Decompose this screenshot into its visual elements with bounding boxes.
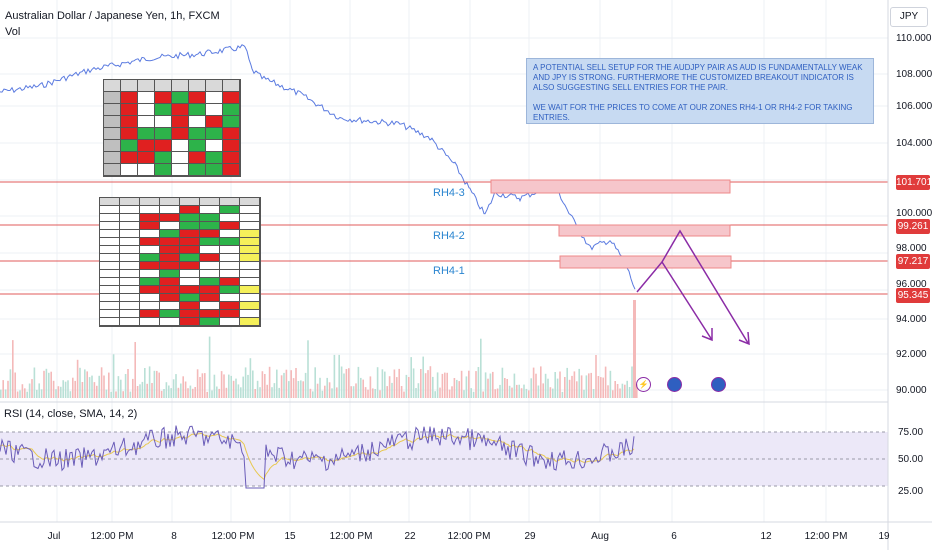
rsi-axis-tick: 25.00: [898, 486, 923, 497]
price-tag-97217: 97.217: [896, 254, 930, 269]
symbol-title[interactable]: Australian Dollar / Japanese Yen, 1h, FX…: [5, 10, 220, 22]
time-axis-tick: 12: [760, 531, 772, 542]
time-axis-tick: 8: [171, 531, 177, 542]
time-axis-tick: 6: [671, 531, 677, 542]
time-axis-tick: 12:00 PM: [805, 531, 848, 542]
time-axis-tick: 12:00 PM: [448, 531, 491, 542]
time-axis-tick: 12:00 PM: [212, 531, 255, 542]
lightning-event-icon[interactable]: ⚡: [636, 377, 651, 392]
zone-rect-rh41[interactable]: [559, 255, 732, 269]
time-axis-tick: 19: [878, 531, 890, 542]
idea-note: A POTENTIAL SELL SETUP FOR THE AUDJPY PA…: [526, 58, 874, 124]
zone-label-rh43: RH4-3: [433, 187, 465, 199]
flag-event-icon[interactable]: [667, 377, 682, 392]
rsi-axis-tick: 75.00: [898, 427, 923, 438]
price-axis-tick: 96.000: [896, 279, 927, 290]
price-axis-tick: 92.000: [896, 349, 927, 360]
volume-label: Vol: [5, 26, 21, 38]
price-axis-tick: 108.000: [896, 69, 932, 80]
price-axis-tick: 104.000: [896, 138, 932, 149]
price-tag-95345: 95.345: [896, 288, 930, 303]
time-axis-tick: Aug: [591, 531, 609, 542]
price-axis-tick: 90.000: [896, 385, 927, 396]
currency-button[interactable]: JPY: [890, 7, 928, 27]
forecast-arrows[interactable]: [636, 229, 750, 346]
note-line-1: A POTENTIAL SELL SETUP FOR THE AUDJPY PA…: [533, 63, 863, 92]
price-tag-101701: 101.701: [896, 175, 932, 190]
time-axis-tick: 22: [404, 531, 416, 542]
flag-event-icon[interactable]: [711, 377, 726, 392]
zone-label-rh41: RH4-1: [433, 265, 465, 277]
price-axis-tick: 110.000: [896, 33, 932, 44]
time-axis-tick: Jul: [48, 531, 61, 542]
rsi-indicator-title[interactable]: RSI (14, close, SMA, 14, 2): [4, 408, 138, 420]
zone-rect-rh43[interactable]: [490, 179, 731, 194]
time-axis-tick: 12:00 PM: [330, 531, 373, 542]
note-line-2: WE WAIT FOR THE PRICES TO COME AT OUR ZO…: [533, 103, 853, 122]
price-tag-99261: 99.261: [896, 219, 930, 234]
volume-bars: [0, 300, 638, 398]
time-axis-tick: 12:00 PM: [91, 531, 134, 542]
price-axis-tick: 100.000: [896, 208, 932, 219]
zone-label-rh42: RH4-2: [433, 230, 465, 242]
price-axis-tick: 98.000: [896, 243, 927, 254]
embedded-table-1: [103, 79, 241, 177]
price-series-line: [0, 44, 636, 290]
embedded-table-2: [99, 197, 261, 327]
zone-rect-rh42[interactable]: [558, 224, 731, 237]
rsi-axis-tick: 50.00: [898, 454, 923, 465]
time-axis-tick: 15: [284, 531, 296, 542]
time-axis-tick: 29: [524, 531, 536, 542]
price-axis-tick: 106.000: [896, 101, 932, 112]
price-axis-tick: 94.000: [896, 314, 927, 325]
rsi-line: [0, 425, 635, 489]
